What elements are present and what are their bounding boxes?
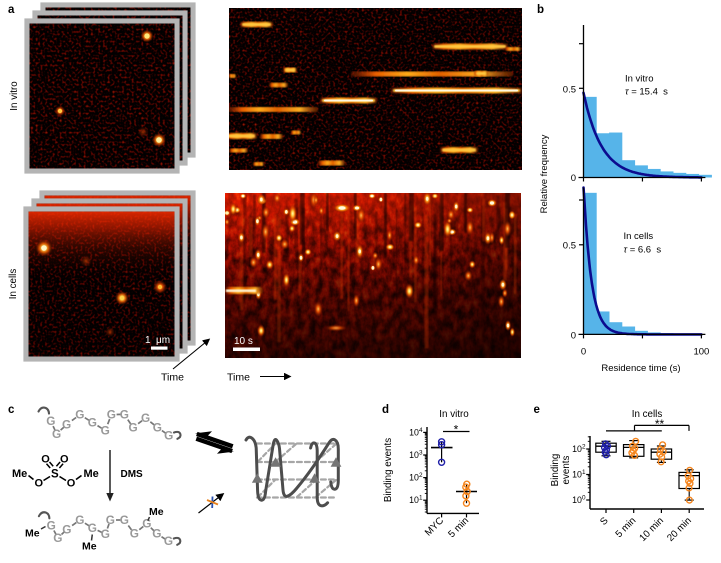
svg-text:S: S	[51, 469, 59, 481]
svg-text:In cells: In cells	[624, 231, 654, 242]
svg-text:*: *	[454, 423, 459, 437]
svg-text:0: 0	[581, 347, 586, 358]
svg-text:events: events	[561, 455, 572, 484]
svg-text:G: G	[53, 531, 62, 545]
svg-text:Me: Me	[12, 468, 27, 480]
svg-text:0: 0	[571, 331, 576, 342]
svg-text:DMS: DMS	[121, 469, 144, 480]
svg-text:Binding events: Binding events	[383, 438, 394, 502]
svg-text:G: G	[52, 427, 61, 441]
svg-text:O: O	[60, 454, 69, 466]
svg-text:a: a	[8, 4, 15, 16]
svg-text:e: e	[534, 404, 540, 416]
svg-text:μm: μm	[156, 335, 170, 346]
svg-text:G: G	[141, 411, 150, 425]
svg-text:In cells: In cells	[8, 269, 19, 300]
svg-text:G: G	[101, 424, 110, 438]
svg-text:G: G	[164, 534, 173, 548]
svg-text:0: 0	[571, 173, 576, 184]
svg-text:100: 100	[693, 347, 709, 358]
svg-text:Me: Me	[25, 528, 40, 540]
svg-text:G: G	[46, 414, 55, 428]
svg-text:Relative frequency: Relative frequency	[539, 134, 550, 213]
svg-text:**: **	[655, 417, 665, 431]
svg-text:b: b	[537, 4, 544, 16]
svg-text:G: G	[130, 527, 139, 541]
svg-text:G: G	[152, 527, 161, 541]
svg-text:G: G	[107, 408, 116, 422]
svg-text:In vitro: In vitro	[9, 81, 20, 111]
svg-text:Me: Me	[82, 541, 97, 553]
svg-text:G: G	[106, 513, 115, 527]
svg-text:G: G	[75, 513, 84, 527]
svg-text:0.5: 0.5	[563, 241, 576, 252]
svg-text:O: O	[41, 454, 50, 466]
svg-text:τ = 15.4 s: τ = 15.4 s	[625, 87, 668, 98]
svg-text:0.5: 0.5	[563, 85, 576, 96]
svg-text:G: G	[153, 421, 162, 435]
svg-text:G: G	[75, 408, 84, 422]
svg-text:G: G	[62, 418, 71, 432]
svg-text:Me: Me	[84, 468, 99, 480]
svg-text:G: G	[120, 513, 129, 527]
svg-text:Time: Time	[227, 372, 250, 384]
svg-text:G: G	[164, 428, 173, 442]
svg-text:G: G	[88, 415, 97, 429]
svg-text:10 s: 10 s	[234, 336, 253, 347]
svg-text:In vitro: In vitro	[439, 409, 469, 420]
svg-text:d: d	[382, 404, 389, 416]
svg-text:G: G	[101, 527, 110, 541]
svg-text:O: O	[35, 478, 44, 490]
svg-text:Me: Me	[149, 506, 164, 518]
svg-text:c: c	[8, 404, 15, 416]
svg-text:τ = 6.6 s: τ = 6.6 s	[624, 245, 662, 256]
svg-text:G: G	[142, 517, 151, 531]
svg-text:G: G	[62, 522, 71, 536]
svg-text:G: G	[88, 521, 97, 535]
svg-text:1: 1	[145, 335, 151, 346]
svg-text:Residence time (s): Residence time (s)	[601, 363, 680, 374]
svg-text:Time: Time	[161, 372, 184, 384]
svg-text:In vitro: In vitro	[625, 74, 654, 85]
svg-text:Binding: Binding	[550, 454, 561, 487]
svg-text:G: G	[129, 421, 138, 435]
svg-text:G: G	[120, 407, 129, 421]
svg-text:O: O	[67, 478, 76, 490]
